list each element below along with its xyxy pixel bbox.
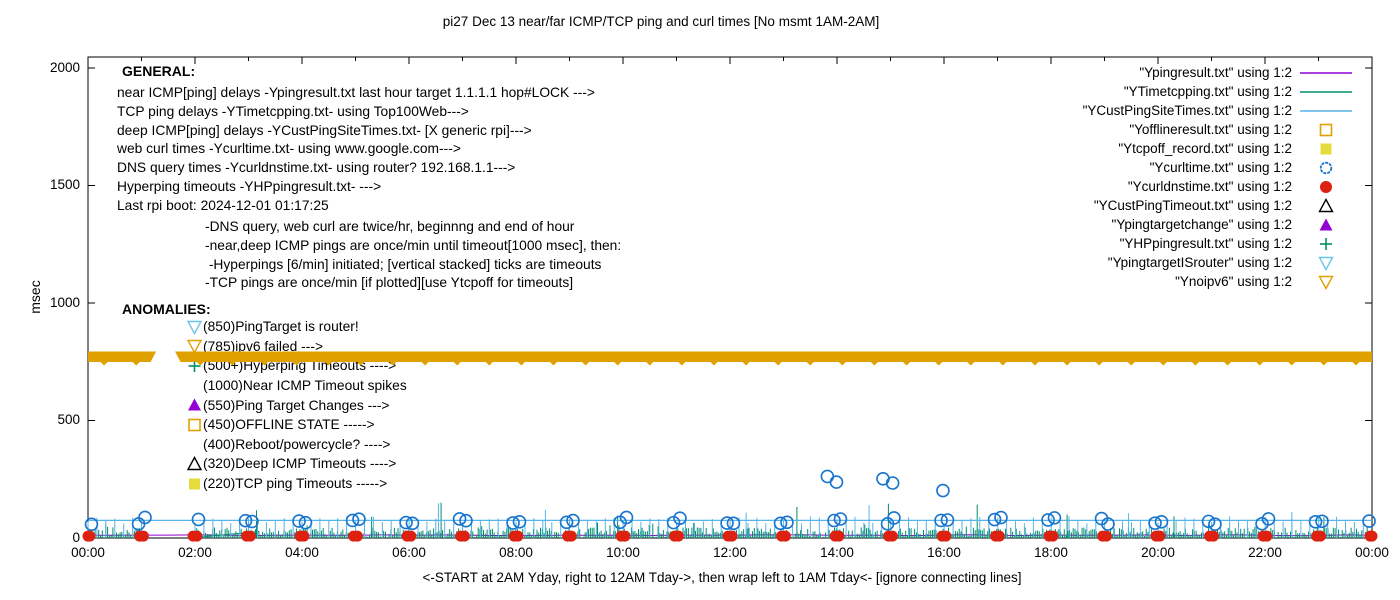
x-tick-0000a: 00:00 [71,545,105,560]
tri-down-icon [186,338,203,355]
legend: "Ypingresult.txt" using 1:2 "YTimetcppin… [1083,63,1354,291]
x-axis-footer-note: <-START at 2AM Yday, right to 12AM Tday-… [422,570,1022,585]
general-notes-block: -DNS query, web curl are twice/hr, begin… [205,218,621,293]
x-tick-1600: 16:00 [927,545,961,560]
no-icon [186,436,203,452]
x-tick-1800: 18:00 [1034,545,1068,560]
tri-up-icon [1298,217,1354,233]
x-tick-2200: 22:00 [1248,545,1282,560]
anomaly-item: (550)Ping Target Changes ---> [186,395,407,415]
circle-icon [1298,160,1354,176]
general-line: Hyperping timeouts -YHPpingresult.txt- -… [117,178,382,194]
circle-icon [1298,179,1354,195]
no-icon [186,378,203,394]
x-tick-0600: 06:00 [392,545,426,560]
x-tick-0800: 08:00 [499,545,533,560]
square-icon [1298,122,1354,138]
legend-item: "Ynoipv6" using 1:2 [1083,272,1354,291]
legend-item: "YCustPingTimeout.txt" using 1:2 [1083,196,1354,215]
plus-icon [186,358,203,374]
legend-item: "YpingtargetISrouter" using 1:2 [1083,253,1354,272]
square-icon [1298,141,1354,157]
y-tick-1000: 1000 [49,295,80,310]
legend-item: "Ypingresult.txt" using 1:2 [1083,63,1354,82]
anomaly-item: (500+)Hyperping Timeouts ----> [186,356,407,376]
x-tick-2000: 20:00 [1141,545,1175,560]
tri-up-icon [186,455,203,472]
general-text-block: near ICMP[ping] delays -Ypingresult.txt … [117,84,595,216]
tri-down-icon [1298,274,1354,290]
tri-down-icon [186,319,203,335]
legend-item: "Ycurldnstime.txt" using 1:2 [1083,177,1354,196]
anomaly-item: (400)Reboot/powercycle? ----> [186,435,407,455]
y-tick-1500: 1500 [49,177,80,192]
anomaly-item: (220)TCP ping Timeouts -----> [186,474,407,494]
anomaly-item: (850)PingTarget is router! [186,317,407,337]
x-tick-0000b: 00:00 [1355,545,1389,560]
y-tick-500: 500 [57,412,80,427]
anomalies-heading: ANOMALIES: [122,301,211,317]
x-tick-0400: 04:00 [285,545,319,560]
x-tick-1200: 12:00 [713,545,747,560]
anomaly-item: (785)ipv6 failed ---> [186,337,407,357]
anomaly-item: (450)OFFLINE STATE -----> [186,415,407,435]
general-line: DNS query times -Ycurldnstime.txt- using… [117,160,516,176]
general-line: deep ICMP[ping] delays -YCustPingSiteTim… [117,122,532,138]
general-note: -TCP pings are once/min [if plotted][use… [205,275,574,291]
x-tick-1400: 14:00 [820,545,854,560]
x-tick-0200: 02:00 [178,545,212,560]
anomaly-item: (1000)Near ICMP Timeout spikes [186,376,407,396]
x-tick-1000: 10:00 [606,545,640,560]
legend-item: "YCustPingSiteTimes.txt" using 1:2 [1083,101,1354,120]
tri-up-icon [186,397,203,413]
legend-item: "YHPpingresult.txt" using 1:2 [1083,234,1354,253]
tri-down-icon [1298,255,1354,271]
general-note: -near,deep ICMP pings are once/min until… [205,237,622,253]
anomaly-item: (320)Deep ICMP Timeouts ----> [186,454,407,474]
legend-item: "Yofflineresult.txt" using 1:2 [1083,120,1354,139]
line-sample-icon [1298,103,1354,119]
general-line: Last rpi boot: 2024-12-01 01:17:25 [117,197,329,213]
y-tick-2000: 2000 [49,60,80,75]
legend-item: "YTimetcpping.txt" using 1:2 [1083,82,1354,101]
general-line: near ICMP[ping] delays -Ypingresult.txt … [117,85,595,100]
legend-item: "Ypingtargetchange" using 1:2 [1083,215,1354,234]
anomalies-list: (850)PingTarget is router! (785)ipv6 fai… [186,317,407,493]
line-sample-icon [1298,65,1354,81]
general-line: web curl times -Ycurltime.txt- using www… [117,141,461,157]
square-icon [186,417,203,433]
line-sample-icon [1298,84,1354,100]
plus-icon [1298,236,1354,252]
square-icon [186,476,203,492]
general-note: -Hyperpings [6/min] initiated; [vertical… [205,256,602,272]
general-heading: GENERAL: [122,63,196,79]
general-line: TCP ping delays -YTimetcpping.txt- using… [117,103,469,119]
tri-up-icon [1298,197,1354,214]
chart-title: pi27 Dec 13 near/far ICMP/TCP ping and c… [442,14,880,29]
legend-item: "Ycurltime.txt" using 1:2 [1083,158,1354,177]
legend-item: "Ytcpoff_record.txt" using 1:2 [1083,139,1354,158]
general-note: -DNS query, web curl are twice/hr, begin… [205,219,575,234]
y-tick-0: 0 [72,530,80,545]
